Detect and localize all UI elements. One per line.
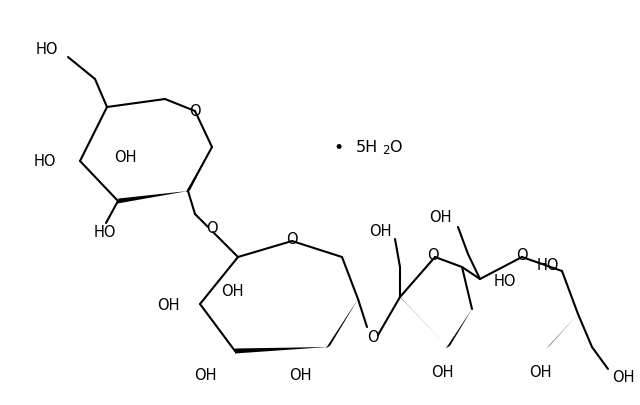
Text: O: O: [389, 140, 401, 155]
Text: OH: OH: [529, 364, 551, 379]
Text: HO: HO: [493, 274, 516, 289]
Text: OH: OH: [157, 297, 179, 312]
Text: OH: OH: [429, 210, 451, 225]
Polygon shape: [478, 277, 548, 347]
Text: 2: 2: [382, 144, 390, 157]
Text: O: O: [516, 247, 528, 262]
Text: O: O: [427, 248, 439, 263]
Polygon shape: [326, 299, 358, 348]
Polygon shape: [186, 148, 212, 193]
Text: •: •: [333, 139, 343, 157]
Text: O: O: [189, 103, 201, 118]
Text: OH: OH: [369, 224, 391, 239]
Text: OH: OH: [194, 368, 216, 383]
Polygon shape: [546, 314, 578, 349]
Text: OH: OH: [612, 370, 634, 385]
Text: OH: OH: [221, 284, 243, 299]
Text: O: O: [286, 232, 298, 247]
Polygon shape: [398, 296, 448, 347]
Text: HO: HO: [93, 225, 116, 240]
Polygon shape: [235, 347, 328, 354]
Text: OH: OH: [289, 368, 311, 383]
Text: O: O: [367, 330, 379, 345]
Text: HO: HO: [34, 154, 56, 169]
Text: HO: HO: [36, 43, 58, 58]
Polygon shape: [446, 309, 472, 348]
Text: 5H: 5H: [356, 140, 378, 155]
Text: HO: HO: [537, 257, 559, 272]
Text: O: O: [206, 221, 218, 236]
Text: OH: OH: [114, 150, 136, 165]
Text: OH: OH: [431, 364, 453, 379]
Polygon shape: [118, 192, 188, 204]
